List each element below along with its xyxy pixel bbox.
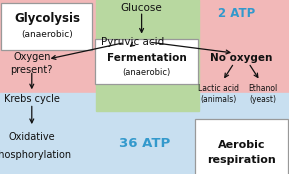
Text: Krebs cycle: Krebs cycle xyxy=(4,94,60,104)
Text: Ethanol
(yeast): Ethanol (yeast) xyxy=(248,84,277,104)
Text: Glycolysis: Glycolysis xyxy=(14,12,80,25)
Text: Lactic acid
(animals): Lactic acid (animals) xyxy=(198,84,239,104)
FancyBboxPatch shape xyxy=(1,3,92,50)
Text: No oxygen: No oxygen xyxy=(210,53,273,63)
FancyBboxPatch shape xyxy=(95,39,198,84)
Text: Oxidative: Oxidative xyxy=(8,132,55,143)
Text: respiration: respiration xyxy=(207,155,276,165)
Bar xyxy=(0,93,289,174)
Text: Oxygen
present?: Oxygen present? xyxy=(11,52,53,75)
Text: phosphorylation: phosphorylation xyxy=(0,150,71,160)
Text: Aerobic: Aerobic xyxy=(218,140,265,150)
Text: Pyruvic acid: Pyruvic acid xyxy=(101,37,164,47)
Text: 2 ATP: 2 ATP xyxy=(218,7,255,20)
Text: Glucose: Glucose xyxy=(121,3,162,13)
Text: (anaerobic): (anaerobic) xyxy=(123,68,171,77)
Text: Fermentation: Fermentation xyxy=(107,53,187,63)
FancyBboxPatch shape xyxy=(195,119,288,174)
Text: (anaerobic): (anaerobic) xyxy=(21,30,73,39)
Text: 36 ATP: 36 ATP xyxy=(119,137,170,150)
Bar xyxy=(96,0,199,111)
